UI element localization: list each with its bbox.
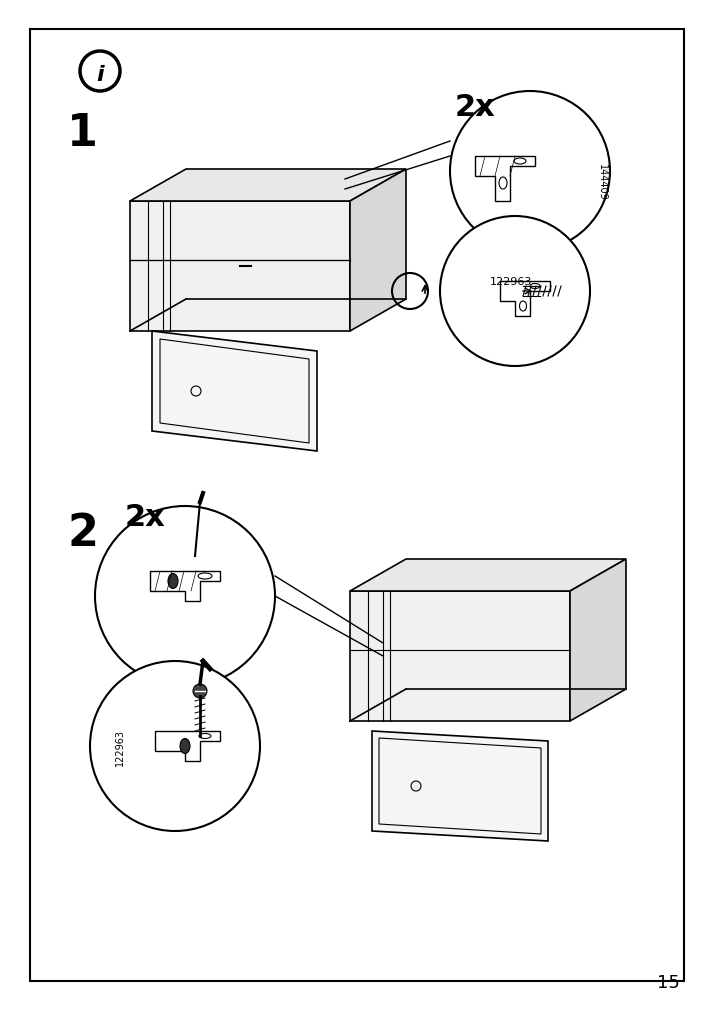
- Polygon shape: [350, 170, 406, 332]
- Text: 122963: 122963: [115, 728, 125, 764]
- Circle shape: [450, 92, 610, 252]
- Text: 15: 15: [657, 973, 680, 991]
- Text: 122963: 122963: [490, 277, 533, 287]
- Polygon shape: [570, 559, 626, 721]
- Circle shape: [193, 684, 207, 699]
- Polygon shape: [152, 332, 317, 452]
- Polygon shape: [350, 559, 626, 591]
- Ellipse shape: [180, 739, 190, 754]
- Text: 1: 1: [67, 112, 98, 155]
- Circle shape: [90, 661, 260, 831]
- Circle shape: [440, 216, 590, 367]
- FancyBboxPatch shape: [130, 202, 350, 332]
- Text: 144409: 144409: [597, 164, 607, 200]
- Text: 2: 2: [67, 512, 98, 554]
- FancyBboxPatch shape: [30, 30, 684, 981]
- Text: 2x: 2x: [125, 502, 166, 531]
- Ellipse shape: [168, 574, 178, 589]
- Text: i: i: [96, 65, 104, 85]
- FancyBboxPatch shape: [350, 591, 570, 721]
- Circle shape: [95, 507, 275, 686]
- Polygon shape: [372, 731, 548, 841]
- Text: 2x: 2x: [455, 92, 496, 121]
- Polygon shape: [130, 170, 406, 202]
